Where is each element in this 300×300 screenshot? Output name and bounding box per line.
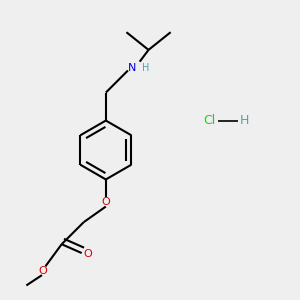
Text: N: N	[128, 63, 136, 73]
Text: H: H	[142, 63, 150, 73]
Text: O: O	[101, 196, 110, 206]
Text: O: O	[83, 249, 92, 259]
Text: Cl: Cl	[203, 114, 215, 127]
Text: H: H	[239, 114, 249, 127]
Text: O: O	[38, 266, 47, 276]
